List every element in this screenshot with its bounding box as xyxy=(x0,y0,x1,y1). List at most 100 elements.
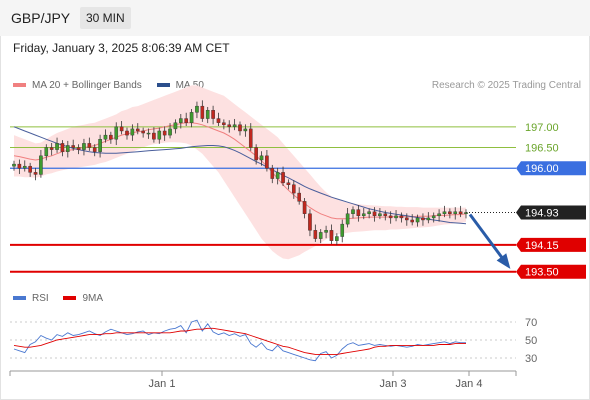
candle xyxy=(356,205,361,222)
candle-body xyxy=(103,134,108,140)
candlesticks xyxy=(12,100,468,246)
research-credit: Research © 2025 Trading Central xyxy=(431,80,581,91)
price-level-labels: 197.00 196.50 196.00 194.93 194.15 193.50 xyxy=(516,122,586,279)
candle xyxy=(152,127,156,143)
candle xyxy=(227,120,232,133)
candle-body xyxy=(238,124,242,132)
candle-body xyxy=(340,223,345,237)
candle-body xyxy=(173,122,178,130)
rsi-series-RSI xyxy=(13,319,466,362)
time-axis-label: Jan 1 xyxy=(149,378,176,390)
candle xyxy=(394,210,398,222)
candle xyxy=(135,123,140,135)
candle-body xyxy=(141,130,145,134)
candle-body xyxy=(189,112,194,123)
candle-body xyxy=(297,192,301,202)
candle-body xyxy=(437,213,441,217)
time-axis-label: Jan 4 xyxy=(456,378,483,390)
candle-body xyxy=(313,230,318,239)
candle-body xyxy=(415,217,420,223)
candle-body xyxy=(205,110,210,119)
level-label-box-194.15 xyxy=(516,237,586,252)
candle xyxy=(146,128,151,139)
candle xyxy=(448,208,452,219)
candle-body xyxy=(388,215,393,219)
candle-body xyxy=(98,139,102,152)
candle xyxy=(297,187,301,205)
header-bar: GBP/JPY 30 MIN xyxy=(0,0,590,36)
candle xyxy=(259,151,264,166)
candle xyxy=(431,212,436,223)
candle xyxy=(254,144,258,165)
candle xyxy=(275,167,280,185)
level-label-196.00: 196.00 xyxy=(516,161,586,176)
candle xyxy=(345,207,350,228)
candle xyxy=(388,211,393,224)
candle xyxy=(114,122,119,146)
legend-item-rsi: RSI xyxy=(13,293,49,304)
candle-body xyxy=(216,118,221,123)
candle-body xyxy=(367,211,371,214)
candle-body xyxy=(55,143,59,150)
candle xyxy=(405,213,409,226)
candle xyxy=(265,150,269,172)
candle-body xyxy=(442,211,447,214)
candle-body xyxy=(453,211,458,214)
candle-body xyxy=(248,128,253,148)
candle-body xyxy=(324,230,328,233)
rsi-tick-label-30: 30 xyxy=(525,353,537,365)
candle xyxy=(378,207,382,220)
candle xyxy=(302,198,307,219)
candle-body xyxy=(351,209,355,214)
legend-swatch-9ma xyxy=(63,296,77,301)
candle xyxy=(189,109,194,128)
level-label-text-197.00: 197.00 xyxy=(525,122,559,134)
candle xyxy=(44,144,49,161)
candle xyxy=(281,166,285,187)
candle-body xyxy=(394,215,398,219)
candle-body xyxy=(254,147,258,161)
candle xyxy=(286,179,291,190)
candle xyxy=(399,212,404,223)
candle-body xyxy=(82,143,86,150)
candle-body xyxy=(125,130,129,136)
candle xyxy=(87,137,92,151)
candle-body xyxy=(421,217,425,221)
candle xyxy=(292,180,296,199)
candle-body xyxy=(259,155,264,161)
candle xyxy=(318,229,323,244)
candle xyxy=(157,127,162,144)
candle-body xyxy=(195,105,199,113)
candle xyxy=(313,224,318,242)
candle-body xyxy=(378,213,382,217)
candle-body xyxy=(458,211,463,214)
candle-body xyxy=(426,217,431,221)
legend-swatch-ma50 xyxy=(156,83,170,88)
legend-swatch-ma20 xyxy=(13,83,26,88)
level-label-text-194.15: 194.15 xyxy=(525,240,559,252)
timeframe-button[interactable]: 30 MIN xyxy=(80,7,131,29)
candle-body xyxy=(335,236,339,241)
candle xyxy=(458,205,463,218)
candle xyxy=(162,126,167,141)
forecast-arrow xyxy=(468,213,511,269)
level-label-194.93: 194.93 xyxy=(516,205,586,220)
candle xyxy=(335,233,339,246)
candle-body xyxy=(71,145,75,148)
candle-body xyxy=(410,219,414,223)
legend-item-ma50: MA 50 xyxy=(156,80,204,91)
candle-body xyxy=(119,126,124,132)
candle xyxy=(415,214,420,227)
candle xyxy=(22,160,27,172)
candle-body xyxy=(431,215,436,219)
candle-body xyxy=(222,122,226,125)
candle-body xyxy=(356,209,361,217)
candle xyxy=(119,121,124,135)
candle xyxy=(109,131,113,144)
level-label-text-196.50: 196.50 xyxy=(525,143,559,155)
level-label-193.50: 193.50 xyxy=(516,264,586,279)
candle-body xyxy=(286,182,291,185)
candle xyxy=(179,114,183,129)
candle xyxy=(232,118,237,131)
